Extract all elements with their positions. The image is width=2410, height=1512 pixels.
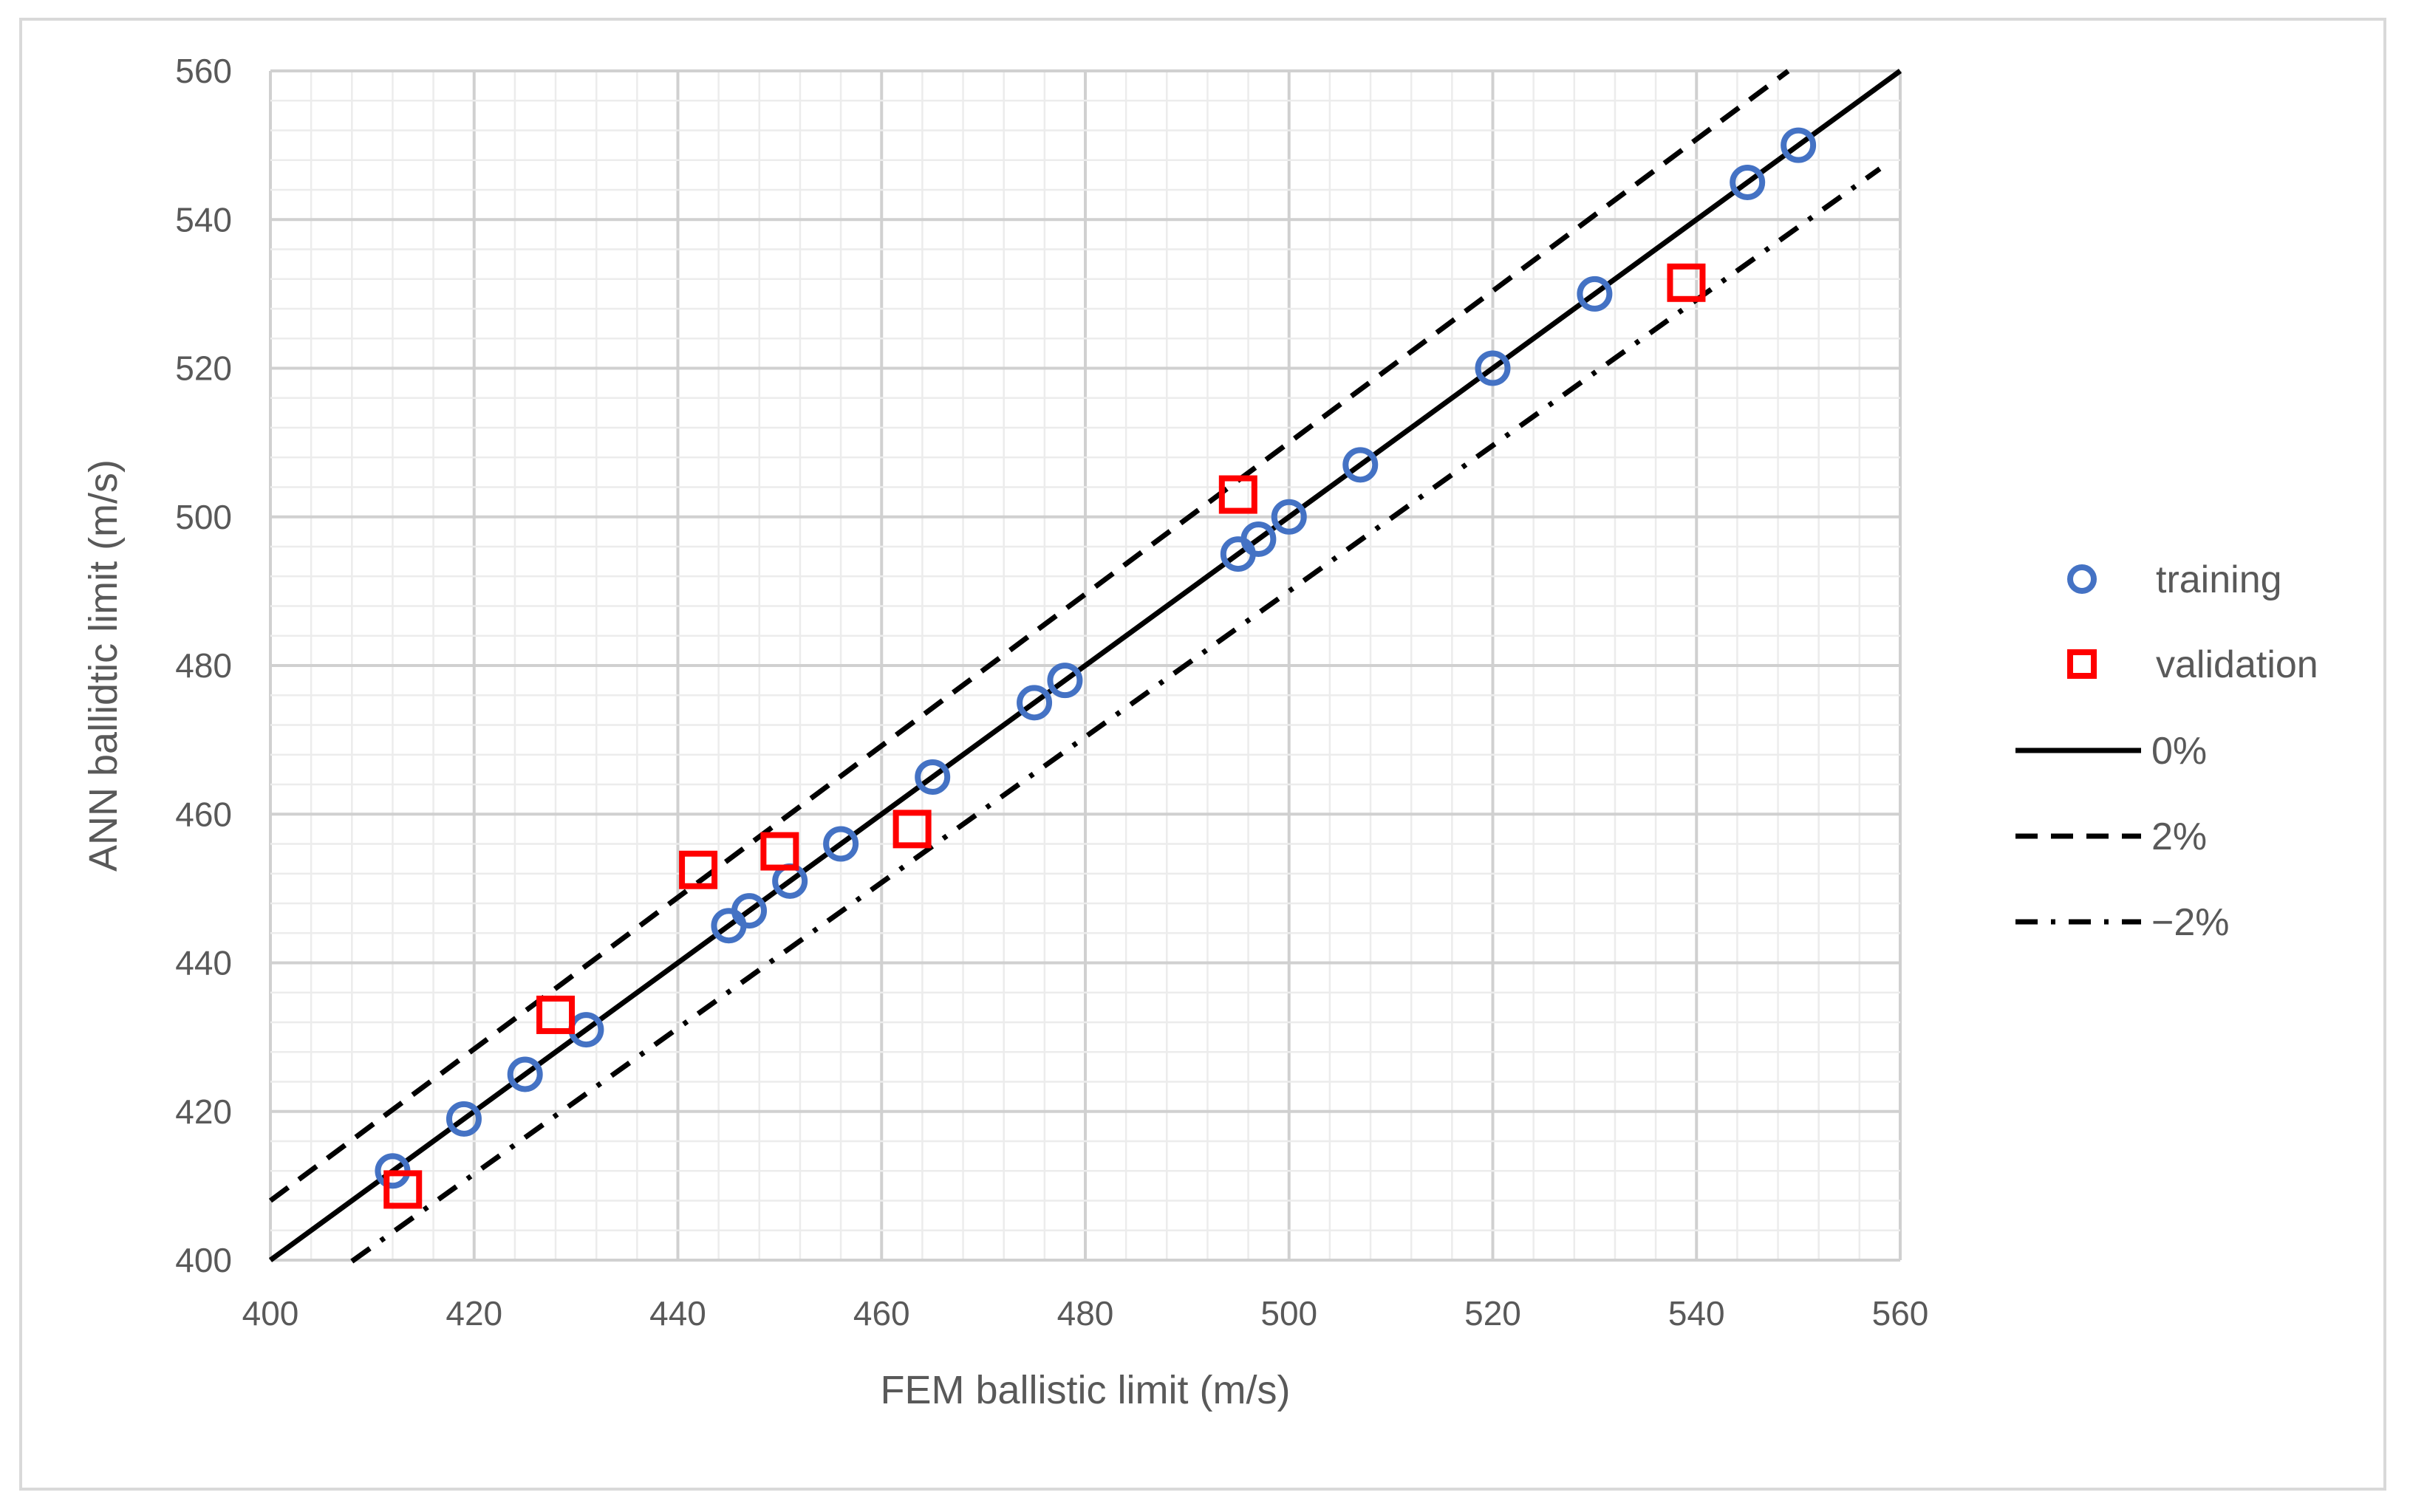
validation-point [760,832,799,871]
x-tick-label: 480 [1057,1294,1114,1333]
x-tick-label: 540 [1668,1294,1725,1333]
x-tick-label: 560 [1872,1294,1929,1333]
x-tick-label: 440 [649,1294,706,1333]
training-point [1047,663,1083,699]
training-point [1342,447,1379,483]
x-tick-label: 500 [1260,1294,1317,1333]
y-tick-label: 480 [175,646,232,685]
training-point [1240,521,1277,557]
legend-label: training [2156,558,2282,601]
reference-line-dashed [268,69,1790,1203]
legend-label: validation [2156,643,2318,686]
training-point [507,1056,543,1092]
x-tick-label: 420 [446,1294,502,1333]
x-tick-label: 520 [1464,1294,1521,1333]
validation-point [1218,475,1257,514]
validation-point [1667,263,1706,302]
training-point [823,826,859,862]
legend-label: 0% [2151,730,2207,773]
y-tick-label: 540 [175,200,232,239]
y-tick-label: 420 [175,1092,232,1131]
training-point [446,1101,482,1137]
reference-lines [268,69,1902,1264]
training-point [1271,499,1307,535]
legend-circle-icon [2067,564,2097,594]
training-point [1475,350,1511,386]
y-axis-title: ANN ballidtic limit (m/s) [81,459,126,872]
legend-square-icon [2067,649,2097,679]
legend-label: 2% [2151,815,2207,858]
tick-labels: 400 420 440 460 480 500 520 540 560 400 420 440 460 4… [175,52,1928,1333]
training-point [1577,276,1613,312]
y-tick-label: 560 [175,52,232,90]
reference-line-solid [268,69,1902,1262]
validation-point [536,995,576,1034]
y-tick-label: 460 [175,795,232,833]
y-tick-label: 400 [175,1241,232,1279]
validation-point [679,850,718,889]
x-tick-label: 460 [853,1294,910,1333]
x-tick-label: 400 [242,1294,299,1333]
reference-line-dash-dot [350,166,1882,1264]
training-point [731,893,768,929]
y-tick-label: 500 [175,498,232,536]
training-point [1730,164,1766,200]
training-point [915,759,951,795]
x-axis-title: FEM ballistic limit (m/s) [881,1368,1291,1412]
y-tick-label: 440 [175,944,232,982]
y-tick-label: 520 [175,349,232,388]
legend: training validation 0% 2% −2% [2015,558,2318,944]
training-point [1017,685,1053,721]
data-markers [375,127,1817,1209]
validation-point [383,1170,423,1209]
training-point [1781,127,1817,163]
legend-label: −2% [2151,901,2230,944]
validation-point [892,810,932,849]
